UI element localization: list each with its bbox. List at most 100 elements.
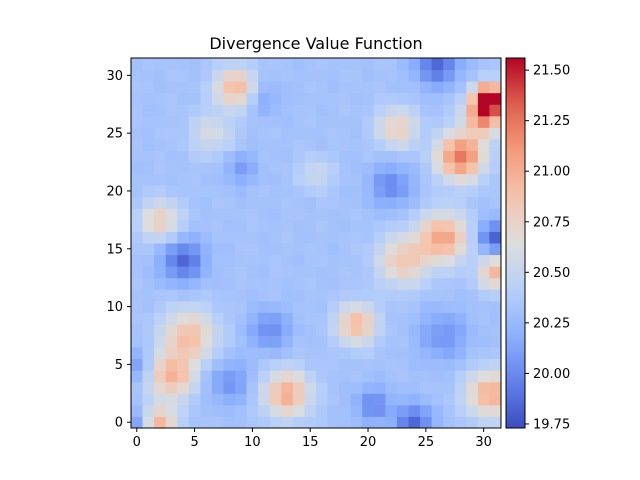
heatmap-cell: [131, 196, 144, 209]
heatmap-cell: [396, 266, 410, 279]
heatmap-cell: [200, 266, 213, 279]
heatmap-cell: [165, 196, 178, 209]
heatmap-cell: [304, 404, 317, 417]
heatmap-cell: [235, 347, 248, 360]
heatmap-cell: [177, 196, 190, 209]
heatmap-cell: [281, 138, 294, 152]
heatmap-cell: [477, 312, 490, 325]
heatmap-cell: [373, 358, 386, 371]
heatmap-cell: [246, 92, 259, 105]
heatmap-cell: [373, 393, 386, 406]
heatmap-cell: [420, 347, 433, 360]
heatmap-cell: [188, 358, 201, 371]
heatmap-cell: [258, 404, 271, 417]
heatmap-cell: [408, 92, 421, 105]
heatmap-cell: [142, 393, 155, 406]
heatmap-cell: [165, 115, 178, 128]
heatmap-cell: [339, 150, 352, 163]
colorbar-axis: 19.75 20.00 20.25 20.50 20.75 21.00 21.25 21.50: [525, 64, 570, 432]
heatmap-cell: [154, 219, 167, 232]
heatmap-cell: [292, 115, 305, 128]
heatmap-cell: [477, 254, 490, 267]
heatmap-cell: [177, 416, 190, 429]
heatmap-cell: [454, 104, 467, 117]
heatmap-cell: [177, 219, 190, 232]
heatmap-cell: [489, 381, 502, 394]
heatmap-cell: [188, 104, 201, 117]
heatmap-cell: [269, 254, 282, 267]
heatmap-cell: [339, 115, 352, 128]
heatmap-cell: [142, 323, 155, 337]
heatmap-cell: [246, 58, 259, 71]
heatmap-cell: [269, 370, 282, 383]
heatmap-cell: [477, 115, 490, 128]
heatmap-cell: [188, 289, 201, 302]
heatmap-cell: [443, 173, 456, 186]
heatmap-cell: [165, 323, 178, 337]
heatmap-cell: [350, 300, 363, 313]
heatmap-cell: [443, 231, 456, 244]
heatmap-cell: [443, 323, 456, 337]
heatmap-cell: [373, 277, 386, 290]
heatmap-cell: [373, 416, 386, 429]
heatmap-cell: [327, 231, 340, 244]
heatmap-cell: [327, 138, 340, 152]
heatmap-cell: [304, 185, 317, 198]
heatmap-cell: [281, 196, 294, 209]
heatmap-cell: [235, 243, 248, 256]
heatmap-cell: [223, 81, 236, 94]
heatmap-cell: [269, 289, 282, 302]
heatmap-cell: [142, 150, 155, 163]
heatmap-cell: [396, 185, 410, 198]
heatmap-cell: [200, 254, 213, 267]
heatmap-cell: [177, 335, 190, 348]
heatmap-cell: [362, 104, 375, 117]
heatmap-cell: [362, 358, 375, 371]
heatmap-cell: [177, 58, 190, 71]
heatmap-cell: [420, 358, 433, 371]
heatmap-cell: [281, 150, 294, 163]
heatmap-cell: [258, 138, 271, 152]
heatmap-cell: [316, 289, 329, 302]
heatmap-cell: [165, 266, 178, 279]
heatmap-cell: [408, 127, 421, 140]
heatmap-cell: [292, 393, 305, 406]
heatmap-cell: [258, 231, 271, 244]
y-tick-label: 5: [115, 358, 123, 373]
heatmap-cell: [466, 173, 479, 186]
heatmap-cell: [165, 404, 178, 417]
heatmap-cell: [431, 81, 444, 94]
heatmap-cell: [269, 185, 282, 198]
heatmap-cell: [177, 127, 190, 140]
heatmap-cell: [177, 115, 190, 128]
heatmap-cell: [281, 162, 294, 175]
heatmap-cell: [246, 289, 259, 302]
heatmap-cell: [420, 312, 433, 325]
heatmap-cell: [246, 335, 259, 348]
heatmap-cell: [177, 69, 190, 82]
heatmap-cell: [200, 323, 213, 337]
heatmap-cell: [177, 370, 190, 383]
heatmap-cell: [211, 162, 225, 175]
heatmap-cell: [154, 358, 167, 371]
heatmap-cell: [350, 323, 363, 337]
heatmap-cell: [350, 404, 363, 417]
heatmap-cell: [154, 208, 167, 221]
heatmap-cell: [466, 92, 479, 105]
heatmap-cell: [350, 393, 363, 406]
heatmap-cell: [477, 127, 490, 140]
heatmap-cell: [477, 277, 490, 290]
heatmap-cell: [362, 81, 375, 94]
heatmap-cell: [408, 208, 421, 221]
heatmap-cell: [350, 231, 363, 244]
heatmap-cell: [431, 104, 444, 117]
heatmap-cell: [327, 92, 340, 105]
heatmap-cell: [211, 115, 225, 128]
heatmap-cell: [165, 150, 178, 163]
heatmap-cell: [420, 104, 433, 117]
heatmap-cell: [339, 127, 352, 140]
heatmap-cell: [350, 69, 363, 82]
heatmap-cell: [466, 208, 479, 221]
heatmap-cell: [258, 173, 271, 186]
heatmap-cell: [431, 69, 444, 82]
